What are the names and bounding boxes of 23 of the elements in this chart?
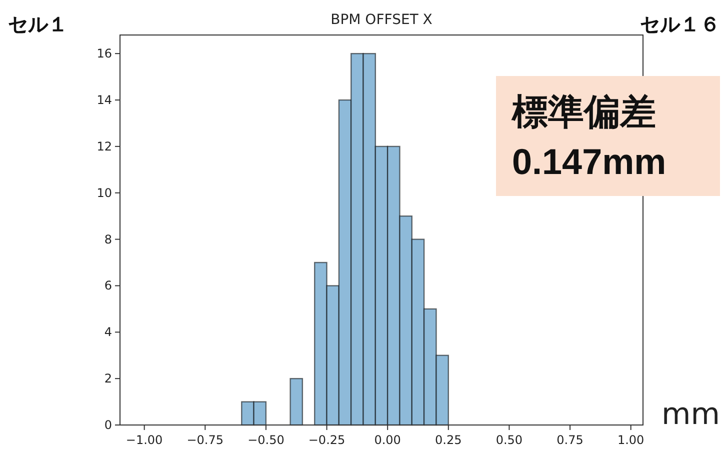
x-tick-label: −0.50 xyxy=(248,433,284,447)
chart-title: BPM OFFSET X xyxy=(330,12,433,28)
y-tick-label: 4 xyxy=(104,325,112,340)
y-tick-label: 14 xyxy=(96,93,112,107)
annotation: セル１６ xyxy=(640,14,720,36)
y-tick-label: 0 xyxy=(104,418,112,432)
y-tick-label: 8 xyxy=(104,232,112,246)
x-axis-title: mm xyxy=(662,397,720,432)
x-tick-label: 0.25 xyxy=(435,433,462,447)
annotation: 標準偏差 0.147mm xyxy=(511,91,666,182)
x-tick-label: 0.75 xyxy=(556,433,584,447)
text: セル１ xyxy=(8,14,68,36)
x-tick-label: 0.00 xyxy=(374,433,401,447)
x-tick-label: −0.25 xyxy=(308,433,346,447)
y-tick-label: 16 xyxy=(96,46,112,61)
y-tick-label: 12 xyxy=(96,139,112,154)
y-tick-label: 10 xyxy=(96,186,112,200)
x-tick-label: −0.75 xyxy=(186,433,224,447)
x-tick-label: 1.00 xyxy=(617,433,644,447)
y-tick-label: 6 xyxy=(104,278,112,293)
x-tick-label: −1.00 xyxy=(126,433,163,447)
x-tick-label: 0.50 xyxy=(496,433,523,447)
y-tick-label: 2 xyxy=(104,372,112,386)
